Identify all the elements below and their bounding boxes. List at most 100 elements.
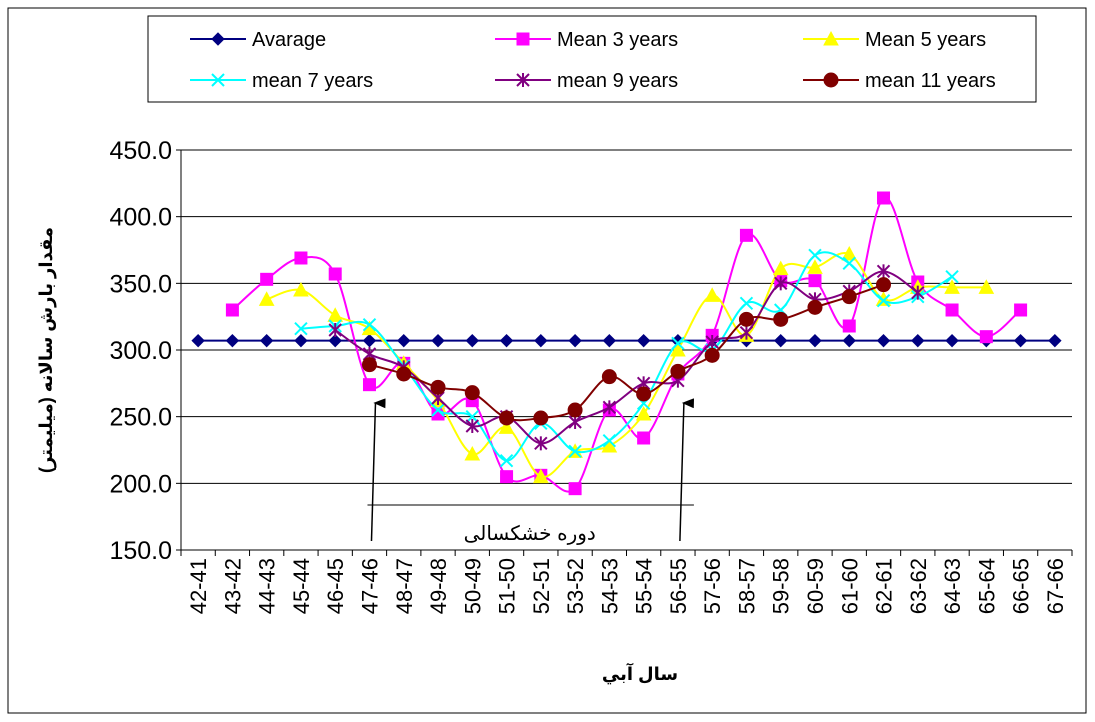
legend: Avarage Mean 3 years Mean 5 years mean 7 ye… [147, 15, 1037, 103]
x-tick-label: 44-43 [255, 558, 280, 614]
data-point [602, 433, 617, 448]
data-point [823, 30, 839, 46]
marker-stroke [362, 317, 377, 332]
data-point [979, 330, 993, 344]
x-tick-label: 62-61 [872, 558, 897, 614]
x-tick-label: 57-56 [700, 558, 725, 614]
data-point [294, 251, 308, 265]
plot-grid [181, 149, 1072, 484]
data-point [876, 264, 891, 279]
marker-stroke [808, 248, 822, 263]
data-point [738, 311, 754, 327]
legend-item: Mean 3 years [495, 29, 678, 51]
marker-stroke [876, 293, 891, 308]
marker-stroke [739, 296, 754, 311]
data-point [328, 333, 342, 348]
legend-item: mean 7 years [190, 70, 373, 92]
data-point [635, 405, 652, 421]
outer-border [7, 7, 1087, 714]
data-point [602, 400, 617, 415]
marker-stroke [945, 269, 959, 284]
legend-item: mean 11 years [803, 70, 996, 92]
data-point [500, 470, 514, 484]
data-point [670, 363, 686, 379]
y-axis-title: مقدار بارش سالانه (ميليمتر) [36, 227, 57, 473]
data-point [601, 369, 617, 385]
drought-annotation: دوره خشکسالی [367, 398, 695, 545]
data-point [396, 366, 412, 382]
marker-stroke [294, 321, 308, 336]
data-point [1013, 333, 1028, 348]
annotation-arrow-start [370, 398, 386, 542]
x-tick-label: 66-65 [1009, 558, 1034, 614]
marker-stroke [671, 336, 685, 351]
x-tick-label: 61-60 [837, 558, 862, 614]
data-point [499, 453, 514, 468]
x-tick-label: 67-66 [1043, 558, 1068, 614]
data-point [259, 333, 274, 348]
data-point [739, 325, 754, 340]
marker-stroke [499, 453, 514, 468]
data-point [258, 291, 275, 306]
data-point [807, 299, 823, 315]
data-point [911, 333, 925, 348]
data-point [225, 303, 239, 317]
data-point [465, 333, 479, 348]
legend-item: mean 9 years [495, 70, 678, 92]
data-point [842, 333, 856, 348]
x-tick-label: 47-46 [357, 558, 382, 614]
data-point [841, 245, 858, 261]
data-point [636, 333, 651, 348]
data-point [944, 279, 960, 294]
data-point [397, 333, 411, 348]
marker-stroke [431, 403, 445, 417]
y-tick-label: 300.0 [109, 337, 172, 365]
legend-label: mean 9 years [557, 70, 678, 92]
y-axis: 150.0 200.0 250.0 300.0 350.0 400.0 450.0 [109, 137, 182, 565]
data-point [877, 191, 891, 205]
data-point [430, 379, 446, 395]
data-point [808, 333, 822, 348]
x-tick-label: 63-62 [906, 558, 931, 614]
data-point [211, 73, 225, 87]
legend-label: Mean 5 years [865, 29, 986, 51]
data-point [431, 333, 445, 348]
data-point [225, 333, 240, 348]
data-point [704, 347, 720, 363]
data-point [431, 403, 445, 417]
x-tick-label: 65-64 [974, 558, 999, 614]
data-point [1014, 303, 1028, 317]
data-point [464, 445, 481, 461]
legend-label: mean 7 years [252, 70, 373, 92]
data-point [978, 279, 995, 294]
legend-item: Mean 5 years [803, 29, 986, 51]
x-axis-title: سال آبي [602, 662, 678, 685]
x-tick-label: 45-44 [289, 558, 314, 614]
data-point [774, 276, 788, 291]
data-point [499, 410, 515, 426]
marker-stroke [211, 73, 225, 87]
series-group [191, 191, 1062, 496]
data-point [773, 311, 789, 327]
x-axis: 42-41 43-42 44-43 45-44 46-45 47-46 48-47 49-48… [180, 549, 1073, 614]
data-point [465, 419, 479, 433]
data-point [534, 333, 548, 348]
marker-stroke [602, 433, 617, 448]
x-tick-label: 54-53 [597, 558, 622, 614]
x-tick-label: 51-50 [495, 558, 520, 614]
data-point [533, 410, 549, 426]
x-tick-label: 42-41 [186, 558, 211, 614]
data-point [911, 285, 925, 300]
data-point [328, 267, 342, 281]
x-tick-label: 56-55 [666, 558, 691, 614]
y-tick-label: 200.0 [109, 470, 172, 498]
data-point [807, 259, 823, 274]
x-tick-label: 43-42 [220, 558, 245, 614]
x-tick-label: 48-47 [392, 558, 417, 614]
y-tick-label: 350.0 [109, 270, 172, 298]
data-point [464, 385, 480, 401]
data-point [671, 336, 685, 351]
data-point [362, 317, 377, 332]
y-tick-label: 250.0 [109, 404, 172, 432]
